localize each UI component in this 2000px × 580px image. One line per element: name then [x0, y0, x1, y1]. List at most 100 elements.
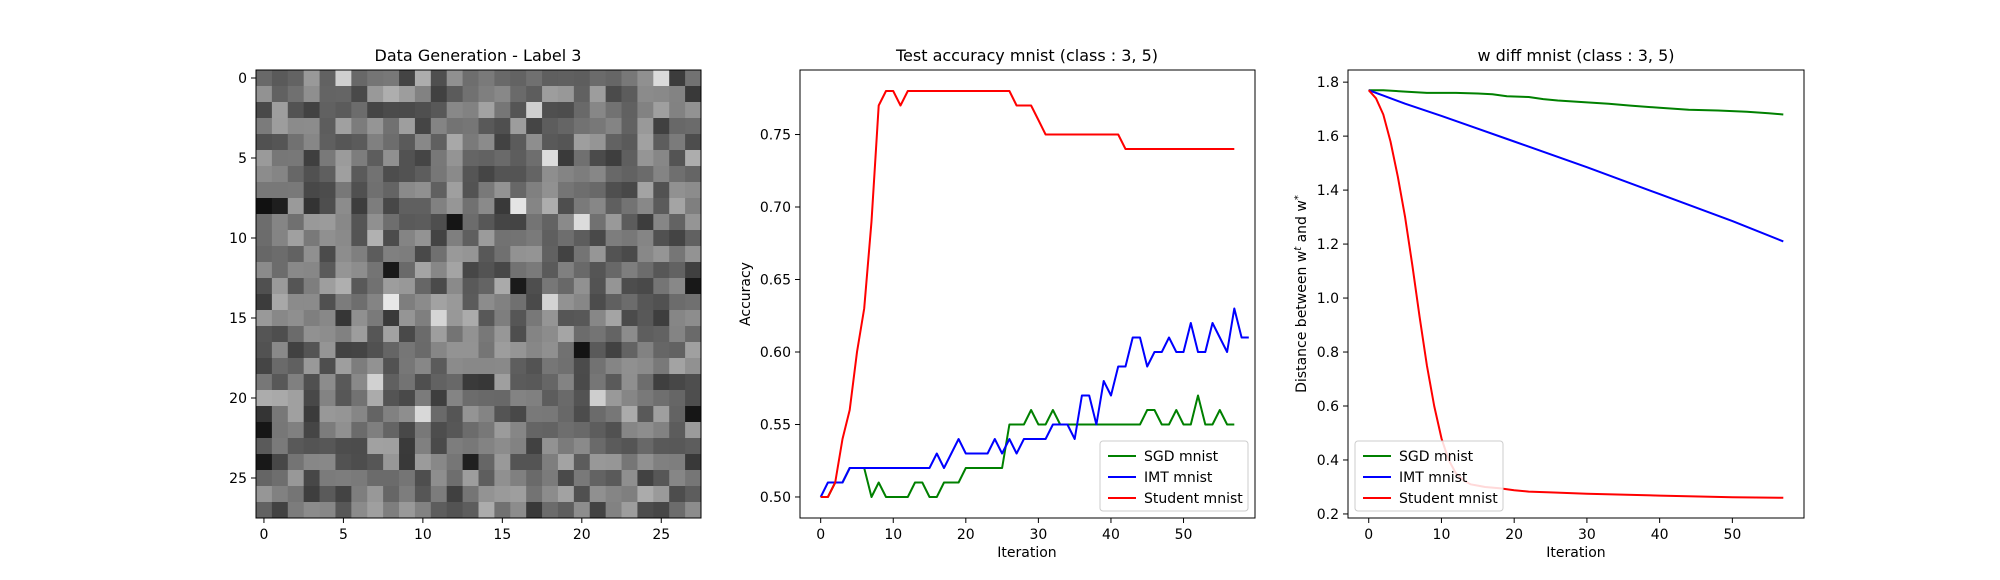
- heatmap-cell: [335, 262, 352, 279]
- heatmap-cell: [669, 86, 686, 103]
- heatmap-cell: [367, 150, 384, 167]
- heatmap-cell: [637, 454, 654, 471]
- heatmap-cell: [351, 198, 368, 215]
- heatmap-cell: [621, 214, 638, 231]
- heatmap-cell: [335, 70, 352, 87]
- heatmap-cell: [256, 310, 273, 327]
- heatmap-cell: [557, 502, 575, 519]
- heatmap-cell: [685, 294, 702, 311]
- heatmap-cell: [653, 214, 670, 231]
- heatmap-cell: [399, 118, 416, 135]
- heatmap-cell: [383, 134, 400, 151]
- heatmap-cell: [367, 310, 384, 327]
- heatmap-cell: [494, 454, 511, 471]
- heatmap-cell: [510, 502, 527, 519]
- heatmap-cell: [685, 70, 702, 87]
- heatmap-cell: [510, 230, 527, 247]
- heatmap-cell: [685, 438, 702, 455]
- heatmap-cell: [256, 166, 273, 183]
- heatmap-cell: [303, 294, 320, 311]
- heatmap-cell: [367, 390, 384, 407]
- heatmap-cell: [303, 422, 320, 439]
- heatmap-cell: [399, 198, 416, 215]
- heatmap-cell: [446, 422, 463, 439]
- heatmap-cell: [589, 326, 607, 343]
- heatmap-cell: [414, 118, 432, 135]
- heatmap-cell: [462, 262, 479, 279]
- heatmap-cell: [605, 390, 622, 407]
- heatmap-cell: [383, 278, 400, 295]
- heatmap-cell: [542, 486, 559, 503]
- heatmap-cell: [526, 214, 543, 231]
- heatmap-cell: [526, 70, 543, 87]
- heatmap-cell: [621, 342, 638, 359]
- heatmap-cell: [557, 182, 575, 199]
- heatmap-cell: [542, 470, 559, 487]
- heatmap-cell: [319, 438, 336, 455]
- heatmap-cell: [414, 230, 432, 247]
- accuracy-lines: [819, 90, 1249, 498]
- heatmap-cell: [351, 102, 368, 119]
- heatmap-cell: [287, 166, 305, 183]
- heatmap-cell: [557, 70, 575, 87]
- heatmap-cell: [287, 134, 305, 151]
- heatmap-cell: [430, 86, 448, 103]
- heatmap-cell: [256, 358, 273, 375]
- heatmap-cell: [287, 102, 305, 119]
- heatmap-cell: [510, 246, 527, 263]
- heatmap-cell: [303, 470, 320, 487]
- heatmap-cell: [256, 502, 273, 519]
- heatmap-cell: [494, 374, 511, 391]
- heatmap-title: Data Generation - Label 3: [375, 46, 582, 65]
- heatmap-cell: [256, 102, 273, 119]
- x-tick-label: 0: [816, 527, 825, 543]
- heatmap-cell: [669, 150, 686, 167]
- heatmap-cell: [271, 278, 289, 295]
- heatmap-cell: [367, 454, 384, 471]
- y-tick-label: 1.8: [1317, 75, 1339, 91]
- heatmap-cell: [669, 454, 686, 471]
- heatmap-cell: [319, 70, 336, 87]
- heatmap-cell: [605, 150, 622, 167]
- heatmap-cell: [335, 86, 352, 103]
- heatmap-cell: [287, 310, 305, 327]
- heatmap-cell: [399, 102, 416, 119]
- heatmap-cell: [319, 118, 336, 135]
- heatmap-cell: [303, 118, 320, 135]
- y-tick-label: 0.65: [760, 273, 791, 289]
- heatmap-cell: [414, 406, 432, 423]
- y-tick-label: 0.8: [1317, 345, 1339, 361]
- heatmap-cell: [462, 438, 479, 455]
- heatmap-cell: [446, 310, 463, 327]
- heatmap-cell: [446, 374, 463, 391]
- heatmap-cell: [605, 342, 622, 359]
- wdiff-ticks: 0 10 20 30 40 50 0.2 0.4 0.6 0.8 1.0 1.2 1.4 1.6 1.8: [1317, 75, 1742, 543]
- heatmap-cell: [351, 182, 368, 199]
- heatmap-cell: [383, 214, 400, 231]
- heatmap-cell: [526, 326, 543, 343]
- heatmap-cell: [478, 470, 495, 487]
- heatmap-cell: [303, 310, 320, 327]
- heatmap-cell: [383, 502, 400, 519]
- heatmap-cell: [446, 182, 463, 199]
- heatmap-cell: [542, 70, 559, 87]
- heatmap-cell: [430, 166, 448, 183]
- heatmap-cell: [542, 422, 559, 439]
- heatmap-cell: [653, 486, 670, 503]
- series-line: [1368, 89, 1784, 243]
- heatmap-cell: [303, 390, 320, 407]
- heatmap-cell: [367, 422, 384, 439]
- heatmap-cell: [383, 326, 400, 343]
- heatmap-cell: [510, 102, 527, 119]
- heatmap-cell: [446, 294, 463, 311]
- heatmap-cell: [335, 150, 352, 167]
- heatmap-cell: [287, 70, 305, 87]
- heatmap-cell: [430, 486, 448, 503]
- heatmap-cell: [414, 342, 432, 359]
- heatmap-cell: [287, 118, 305, 135]
- heatmap-cell: [351, 166, 368, 183]
- heatmap-cell: [414, 502, 432, 519]
- heatmap-cell: [621, 246, 638, 263]
- heatmap-cell: [335, 134, 352, 151]
- heatmap-cell: [494, 390, 511, 407]
